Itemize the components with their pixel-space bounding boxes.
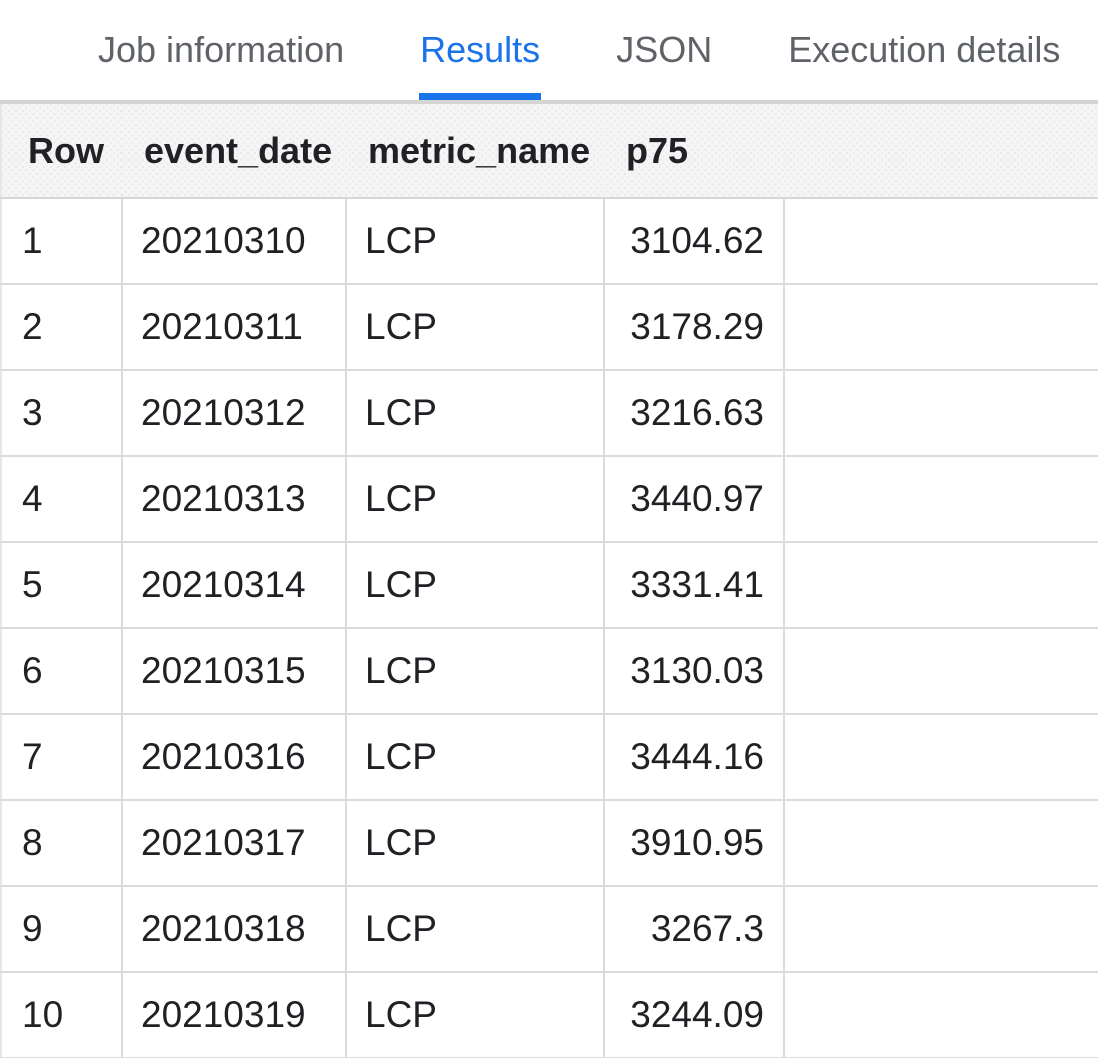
- cell-row-number: 10: [1, 972, 123, 1058]
- query-results-table: Row event_date metric_name p75 1 20210310…: [0, 104, 1098, 1058]
- table-row: 1 20210310 LCP 3104.62: [1, 198, 1098, 285]
- table-row: 2 20210311 LCP 3178.29: [1, 284, 1098, 371]
- cell-event-date: 20210318: [122, 886, 347, 973]
- results-tab-bar: Job information Results JSON Execution d…: [0, 0, 1098, 100]
- cell-p75: 3444.16: [604, 714, 785, 801]
- cell-row-number: 8: [1, 800, 123, 887]
- cell-row-number: 1: [1, 198, 123, 285]
- cell-row-number: 7: [1, 714, 123, 801]
- column-header-event-date: event_date: [122, 104, 346, 199]
- cell-empty: [784, 886, 1098, 973]
- cell-event-date: 20210314: [122, 542, 347, 629]
- cell-event-date: 20210313: [122, 456, 347, 543]
- cell-empty: [784, 198, 1098, 285]
- cell-empty: [784, 284, 1098, 371]
- column-header-empty: [784, 104, 1098, 199]
- cell-metric-name: LCP: [346, 542, 605, 629]
- cell-empty: [784, 628, 1098, 715]
- header-row: Row event_date metric_name p75: [1, 104, 1098, 199]
- cell-row-number: 6: [1, 628, 123, 715]
- cell-p75: 3910.95: [604, 800, 785, 887]
- cell-row-number: 3: [1, 370, 123, 457]
- cell-row-number: 2: [1, 284, 123, 371]
- cell-event-date: 20210312: [122, 370, 347, 457]
- cell-metric-name: LCP: [346, 972, 605, 1058]
- table-row: 5 20210314 LCP 3331.41: [1, 542, 1098, 629]
- cell-row-number: 4: [1, 456, 123, 543]
- cell-p75: 3130.03: [604, 628, 785, 715]
- cell-p75: 3267.3: [604, 886, 785, 973]
- cell-metric-name: LCP: [346, 284, 605, 371]
- tab-results[interactable]: Results: [382, 0, 578, 100]
- tab-json[interactable]: JSON: [578, 0, 750, 100]
- column-header-row: Row: [1, 104, 122, 199]
- table-row: 4 20210313 LCP 3440.97: [1, 456, 1098, 543]
- column-header-p75: p75: [604, 104, 784, 199]
- cell-empty: [784, 370, 1098, 457]
- cell-metric-name: LCP: [346, 198, 605, 285]
- cell-empty: [784, 714, 1098, 801]
- results-table-header: Row event_date metric_name p75: [1, 104, 1098, 199]
- table-row: 6 20210315 LCP 3130.03: [1, 628, 1098, 715]
- cell-metric-name: LCP: [346, 628, 605, 715]
- cell-event-date: 20210317: [122, 800, 347, 887]
- cell-p75: 3178.29: [604, 284, 785, 371]
- cell-metric-name: LCP: [346, 456, 605, 543]
- results-table-body: 1 20210310 LCP 3104.62 2 20210311 LCP 3178.29 3 2…: [1, 198, 1098, 1058]
- tab-label: Results: [420, 29, 541, 70]
- table-row: 3 20210312 LCP 3216.63: [1, 370, 1098, 457]
- cell-row-number: 9: [1, 886, 123, 973]
- cell-p75: 3104.62: [604, 198, 785, 285]
- cell-p75: 3331.41: [604, 542, 785, 629]
- cell-row-number: 5: [1, 542, 123, 629]
- cell-metric-name: LCP: [346, 800, 605, 887]
- table-row: 10 20210319 LCP 3244.09: [1, 972, 1098, 1058]
- cell-event-date: 20210319: [122, 972, 347, 1058]
- cell-p75: 3440.97: [604, 456, 785, 543]
- cell-empty: [784, 972, 1098, 1058]
- tab-execution-details[interactable]: Execution details: [750, 0, 1098, 100]
- cell-metric-name: LCP: [346, 714, 605, 801]
- column-header-metric-name: metric_name: [346, 104, 604, 199]
- cell-metric-name: LCP: [346, 370, 605, 457]
- cell-metric-name: LCP: [346, 886, 605, 973]
- tab-label: Execution details: [788, 29, 1061, 70]
- tab-label: Job information: [98, 29, 345, 70]
- active-tab-underline: [419, 93, 542, 100]
- tab-job-information[interactable]: Job information: [60, 0, 382, 100]
- cell-empty: [784, 456, 1098, 543]
- tab-label: JSON: [616, 29, 713, 70]
- cell-p75: 3244.09: [604, 972, 785, 1058]
- cell-event-date: 20210311: [122, 284, 347, 371]
- cell-empty: [784, 800, 1098, 887]
- cell-empty: [784, 542, 1098, 629]
- table-row: 7 20210316 LCP 3444.16: [1, 714, 1098, 801]
- cell-p75: 3216.63: [604, 370, 785, 457]
- cell-event-date: 20210316: [122, 714, 347, 801]
- cell-event-date: 20210315: [122, 628, 347, 715]
- cell-event-date: 20210310: [122, 198, 347, 285]
- tab-bar-divider: [0, 100, 1098, 104]
- table-row: 8 20210317 LCP 3910.95: [1, 800, 1098, 887]
- table-row: 9 20210318 LCP 3267.3: [1, 886, 1098, 973]
